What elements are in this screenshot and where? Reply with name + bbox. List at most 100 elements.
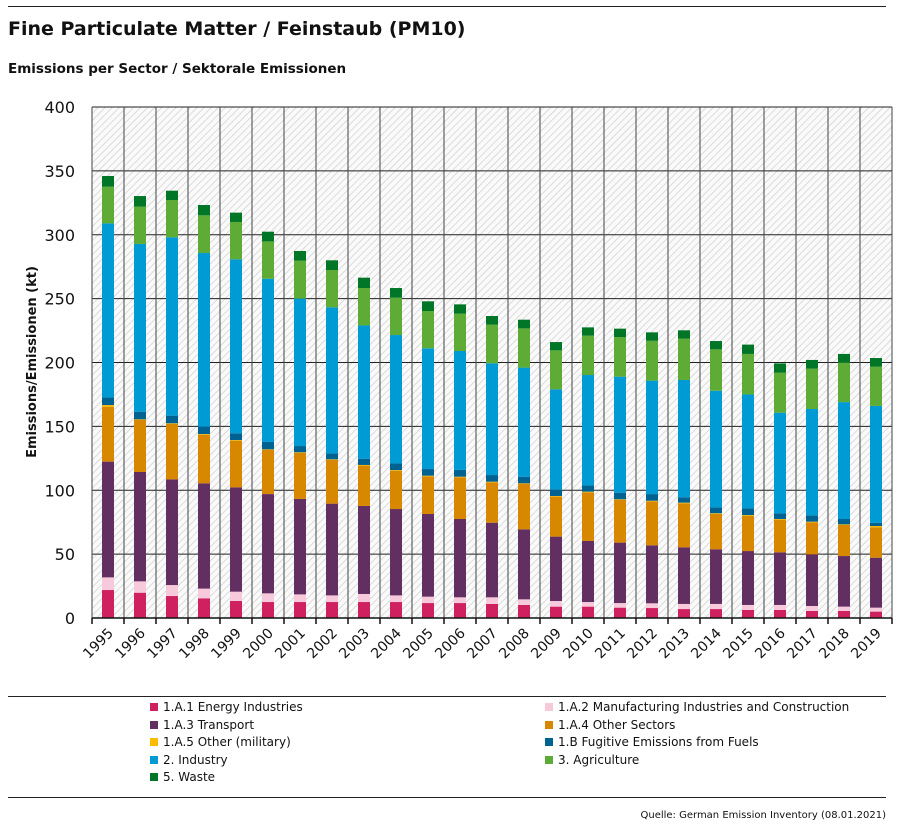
bar-segment xyxy=(102,175,114,187)
bar-segment xyxy=(742,508,754,516)
legend-label: 1.B Fugitive Emissions from Fuels xyxy=(558,735,759,749)
legend-swatch xyxy=(150,755,158,764)
x-tick-label: 2008 xyxy=(496,626,533,663)
bar-segment xyxy=(678,503,690,548)
x-tick-label: 2017 xyxy=(784,626,821,663)
bar-segment xyxy=(358,505,370,594)
bar-segment xyxy=(710,349,722,391)
bar-segment xyxy=(774,363,786,373)
bar-segment xyxy=(102,577,114,591)
bar-segment xyxy=(774,412,786,514)
bar-segment xyxy=(134,206,146,244)
x-tick-label: 2000 xyxy=(240,626,277,663)
bar-segment xyxy=(710,390,722,508)
bar-segment xyxy=(774,604,786,610)
bar-segment xyxy=(326,270,338,308)
bar-segment xyxy=(486,522,498,598)
bars xyxy=(102,175,882,618)
x-tick-label: 2005 xyxy=(400,626,437,663)
bar-segment xyxy=(710,507,722,514)
bar-segment xyxy=(742,353,754,395)
legend-item: 1.A.5 Other (military) xyxy=(150,735,291,749)
bar-segment xyxy=(294,260,306,299)
bar-segment xyxy=(518,367,530,477)
bar-segment xyxy=(230,212,242,222)
legend-bottom-rule xyxy=(8,797,886,798)
bar-segment xyxy=(518,604,530,618)
bar-segment xyxy=(486,475,498,482)
x-tick-label: 2006 xyxy=(432,625,469,662)
bar-segment xyxy=(326,307,338,454)
bar-segment xyxy=(198,426,210,435)
bar-segment xyxy=(294,298,306,447)
bar-segment xyxy=(134,243,146,412)
bar-segment xyxy=(518,599,530,605)
y-tick-label: 0 xyxy=(65,609,75,628)
bar-segment xyxy=(742,551,754,605)
x-tick-label: 2011 xyxy=(592,626,629,663)
bar-segment xyxy=(390,509,402,596)
legend-swatch xyxy=(150,738,158,746)
x-tick-label: 2015 xyxy=(720,626,757,663)
bar-segment xyxy=(678,547,690,604)
bar-segment xyxy=(582,327,594,336)
legend-swatch xyxy=(545,720,553,729)
bar-segment xyxy=(422,476,434,515)
x-tick-label: 2013 xyxy=(656,626,693,663)
x-tick-label: 1998 xyxy=(176,626,213,663)
bar-segment xyxy=(166,585,178,597)
bar-segment xyxy=(134,419,146,472)
bar-segment xyxy=(454,597,466,604)
bar-segment xyxy=(518,483,530,530)
bar-segment xyxy=(422,475,434,477)
bar-segment xyxy=(294,498,306,595)
bar-segment xyxy=(166,596,178,618)
bar-segment xyxy=(614,499,626,543)
bar-segment xyxy=(678,609,690,618)
x-tick-label: 2009 xyxy=(528,626,565,663)
legend-item: 1.A.1 Energy Industries xyxy=(150,700,303,714)
bar-segment xyxy=(838,362,850,403)
bar-segment xyxy=(614,328,626,338)
x-tick-label: 2010 xyxy=(560,626,597,663)
bar-segment xyxy=(358,464,370,466)
bar-segment xyxy=(198,434,210,484)
chart-svg: 0 50 100 150 200 250 300 350 400 1995199619971998… xyxy=(25,98,893,663)
bar-segment xyxy=(646,500,658,502)
bar-segment xyxy=(166,237,178,416)
bar-segment xyxy=(102,223,114,398)
bar-segment xyxy=(774,372,786,413)
bar-segment xyxy=(230,601,242,618)
bar-segment xyxy=(678,502,690,504)
bar-segment xyxy=(838,524,850,557)
bar-segment xyxy=(454,518,466,598)
bar-segment xyxy=(518,483,530,484)
y-tick-label: 50 xyxy=(55,545,75,564)
bar-segment xyxy=(870,557,882,608)
bar-segment xyxy=(262,241,274,279)
bar-segment xyxy=(870,405,882,523)
bar-segment xyxy=(582,491,594,493)
bar-segment xyxy=(326,260,338,271)
bar-segment xyxy=(806,521,818,523)
bar-segment xyxy=(486,603,498,618)
bar-segment xyxy=(582,540,594,603)
bar-segment xyxy=(230,221,242,260)
bar-segment xyxy=(390,297,402,336)
bar-segment xyxy=(518,476,530,484)
bar-segment xyxy=(678,603,690,610)
bar-segment xyxy=(646,380,658,495)
bar-segment xyxy=(614,376,626,493)
bar-segment xyxy=(390,288,402,298)
bar-segment xyxy=(262,449,274,451)
bar-segment xyxy=(358,325,370,459)
legend-top-rule xyxy=(8,696,886,697)
bar-segment xyxy=(454,313,466,352)
bar-segment xyxy=(390,595,402,603)
x-tick-label: 2002 xyxy=(304,626,341,663)
legend-label: 1.A.1 Energy Industries xyxy=(163,700,303,714)
bar-segment xyxy=(422,348,434,470)
bar-segment xyxy=(870,522,882,527)
bar-segment xyxy=(358,465,370,506)
legend-swatch xyxy=(545,703,553,711)
